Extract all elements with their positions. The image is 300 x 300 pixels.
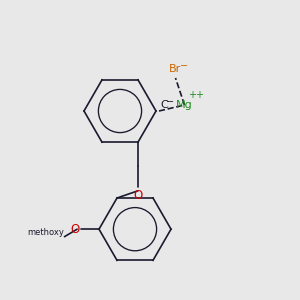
Text: ++: ++ — [188, 91, 204, 100]
Text: methoxy: methoxy — [28, 228, 64, 237]
Text: Mg: Mg — [176, 100, 193, 110]
Text: Br: Br — [169, 64, 181, 74]
Text: O: O — [134, 189, 142, 202]
Text: O: O — [70, 223, 80, 236]
Text: −: − — [166, 98, 174, 107]
Text: −: − — [180, 61, 188, 70]
Text: C: C — [160, 100, 168, 110]
